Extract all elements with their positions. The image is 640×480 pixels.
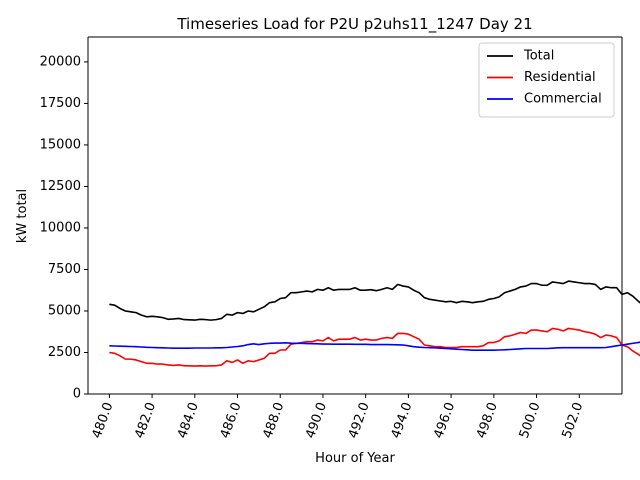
legend-label-total: Total — [523, 49, 554, 64]
y-tick-label: 17500 — [40, 96, 81, 111]
y-tick-label: 5000 — [48, 303, 81, 318]
x-axis-title: Hour of Year — [315, 451, 395, 466]
y-axis: 0 2500 5000 7500 10000 12500 15000 17500 20000 — [40, 54, 88, 402]
y-tick-label: 10000 — [40, 220, 81, 235]
y-tick-label: 7500 — [48, 262, 81, 277]
series-line-commercial — [109, 341, 640, 351]
y-tick-label: 12500 — [40, 179, 81, 194]
chart-title: Timeseries Load for P2U p2uhs11_1247 Day… — [176, 15, 532, 34]
y-tick-label: 0 — [73, 387, 81, 402]
y-tick-label: 20000 — [40, 54, 81, 69]
y-axis-title: kW total — [15, 189, 30, 243]
y-tick-label: 15000 — [40, 137, 81, 152]
legend-label-residential: Residential — [524, 70, 596, 85]
series-line-total — [109, 280, 640, 321]
y-tick-label: 2500 — [48, 345, 81, 360]
series-layer — [109, 280, 640, 367]
legend-label-commercial: Commercial — [524, 92, 602, 107]
legend: Total Residential Commercial — [478, 42, 615, 118]
series-line-residential — [109, 327, 640, 367]
